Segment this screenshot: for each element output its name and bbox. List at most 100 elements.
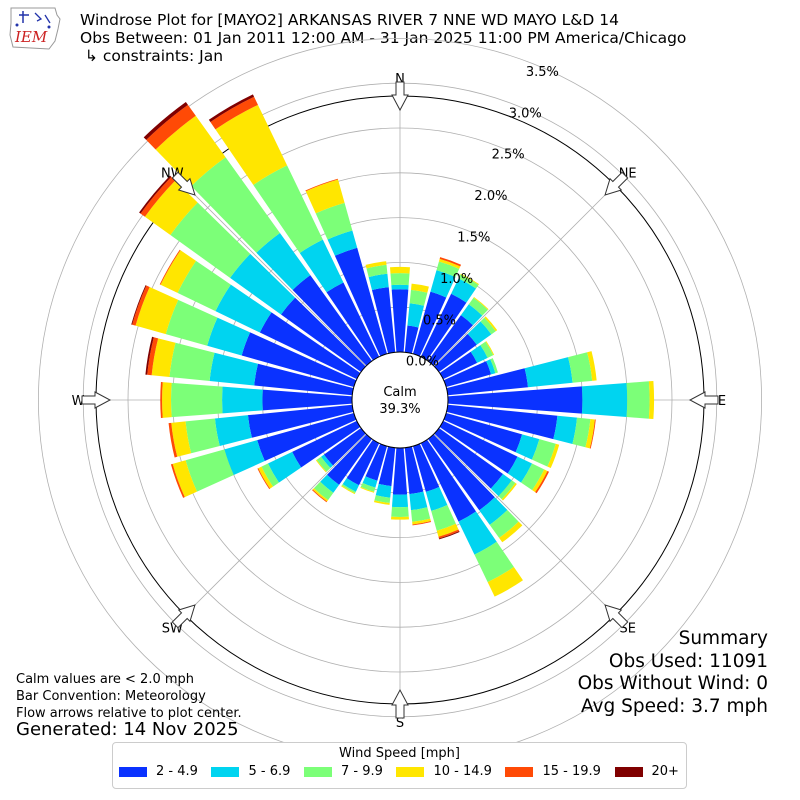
grid-spoke xyxy=(433,433,616,616)
flow-arrow xyxy=(171,171,196,196)
windrose-bar-segment xyxy=(390,273,410,286)
compass-label: S xyxy=(396,716,404,731)
windrose-bar-segment xyxy=(436,523,459,537)
legend-label: 2 - 4.9 xyxy=(156,764,198,779)
windrose-bar-segment xyxy=(131,285,147,325)
windrose-bar-segment xyxy=(404,325,419,354)
title-line-2: Obs Between: 01 Jan 2011 12:00 AM - 31 J… xyxy=(80,29,687,47)
windrose-bar-segment xyxy=(474,541,514,583)
legend-label: 5 - 6.9 xyxy=(248,764,291,779)
summary-obs-used: Obs Used: 11091 xyxy=(608,650,768,672)
windrose-bar-segment xyxy=(434,333,477,372)
flow-arrow xyxy=(171,604,196,629)
windrose-bar-segment xyxy=(230,253,296,315)
windrose-bar-segment xyxy=(446,404,558,440)
windrose-bar-segment xyxy=(490,358,498,374)
legend-swatch xyxy=(505,766,534,777)
windrose-bar-segment xyxy=(170,202,251,278)
windrose-bar-segment xyxy=(257,468,271,490)
windrose-bars xyxy=(131,94,655,597)
iem-logo: IEM xyxy=(5,5,63,51)
windrose-bar-segment xyxy=(313,481,334,501)
radial-tick-label: 3.0% xyxy=(509,106,542,121)
windrose-bar-segment xyxy=(147,337,159,376)
windrose-bar-segment xyxy=(391,284,409,290)
flow-arrow xyxy=(604,171,629,196)
windrose-bar-segment xyxy=(487,566,523,597)
windrose-bar-segment xyxy=(342,478,359,492)
windrose-bar-segment xyxy=(305,179,345,214)
windrose-bar-segment xyxy=(458,511,497,555)
windrose-bar-segment xyxy=(253,165,323,254)
radial-tick-label: 3.5% xyxy=(526,65,559,80)
legend-item: 10 - 14.9 xyxy=(396,764,492,779)
windrose-bar-segment xyxy=(375,483,392,498)
windrose-bar-segment xyxy=(412,443,440,492)
windrose-bar-segment xyxy=(443,361,492,388)
windrose-bar-segment xyxy=(146,104,196,150)
windrose-bar-segment xyxy=(162,382,172,418)
windrose-bar-segment xyxy=(160,382,163,418)
windrose-bar-segment xyxy=(320,474,340,493)
radial-tick-label: 2.0% xyxy=(474,189,507,204)
windrose-bar-segment xyxy=(480,317,496,335)
windrose-bar-segment xyxy=(207,317,251,356)
windrose-bar-segment xyxy=(572,417,591,448)
windrose-bar-segment xyxy=(439,420,518,474)
windrose-bar-segment xyxy=(208,94,255,123)
windrose-bar-segment xyxy=(410,283,429,293)
calm-note: Calm values are < 2.0 mph xyxy=(16,672,195,687)
legend-swatch xyxy=(303,766,332,777)
windrose-bar-segment xyxy=(524,357,573,388)
windrose-bar-segment xyxy=(473,296,489,310)
windrose-bar-segment xyxy=(140,176,176,217)
windrose-bar-segment xyxy=(299,239,344,293)
windrose-bar-segment xyxy=(374,495,391,504)
windrose-bar-segment xyxy=(430,270,456,298)
legend-item: 15 - 19.9 xyxy=(505,764,601,779)
windrose-bar-segment xyxy=(407,303,425,328)
windrose-bar-segment xyxy=(172,460,198,498)
windrose-bar-segment xyxy=(315,459,327,473)
windrose-bar-segment xyxy=(346,439,380,486)
legend-label: 15 - 19.9 xyxy=(542,764,601,779)
title-line-1: Windrose Plot for [MAYO2] ARKANSAS RIVER… xyxy=(80,11,619,29)
windrose-bar-segment xyxy=(484,316,498,332)
windrose-bar-segment xyxy=(321,454,333,468)
summary-block: Summary Obs Used: 11091 Obs Without Wind… xyxy=(578,628,768,718)
windrose-bar-segment xyxy=(443,412,523,453)
windrose-bar-segment xyxy=(490,474,512,497)
windrose-bar-segment xyxy=(420,439,477,522)
windrose-bar-segment xyxy=(210,96,258,130)
windrose-bar-segment xyxy=(585,419,595,449)
windrose-bar-segment xyxy=(292,275,372,366)
windrose-bar-segment xyxy=(568,352,593,383)
windrose-bar-segment xyxy=(224,440,265,476)
windrose-bar-segment xyxy=(507,456,533,483)
windrose-bar-segment xyxy=(362,476,378,488)
grid-spoke xyxy=(433,184,616,367)
chart-overlay: Calm 39.3% 0.0% 0.5% 1.0% 1.5% 2.0% 2.5% 3.0% 3.5… xyxy=(72,65,727,731)
flow-arrow xyxy=(81,391,112,409)
windrose-bar-segment xyxy=(451,278,477,303)
title-line-3: ↳ constraints: Jan xyxy=(80,47,224,65)
windrose-bar-segment xyxy=(267,451,302,483)
svg-text:IEM: IEM xyxy=(14,28,48,46)
windrose-bar-segment xyxy=(438,529,460,539)
legend-item: 20+ xyxy=(614,764,679,779)
windrose-bar-segment xyxy=(391,516,409,520)
windrose-bar-segment xyxy=(327,434,372,485)
windrose-bar-segment xyxy=(439,351,478,380)
windrose-bar-segment xyxy=(292,420,361,468)
windrose-bar-segment xyxy=(241,332,357,388)
flow-arrow-shape xyxy=(391,688,409,719)
windrose-bar-segment xyxy=(428,434,495,511)
windrose-bar-segment xyxy=(312,488,329,502)
windrose-bar-segment xyxy=(532,469,548,493)
legend: Wind Speed [mph] 2 - 4.9 5 - 6.9 7 - 9.9… xyxy=(112,742,687,789)
windrose-bar-segment xyxy=(209,352,258,386)
windrose-bar-segment xyxy=(222,386,263,414)
windrose-bar-segment xyxy=(171,382,223,418)
windrose-bar-segment xyxy=(390,266,410,274)
windrose-bar-segment xyxy=(431,504,456,531)
